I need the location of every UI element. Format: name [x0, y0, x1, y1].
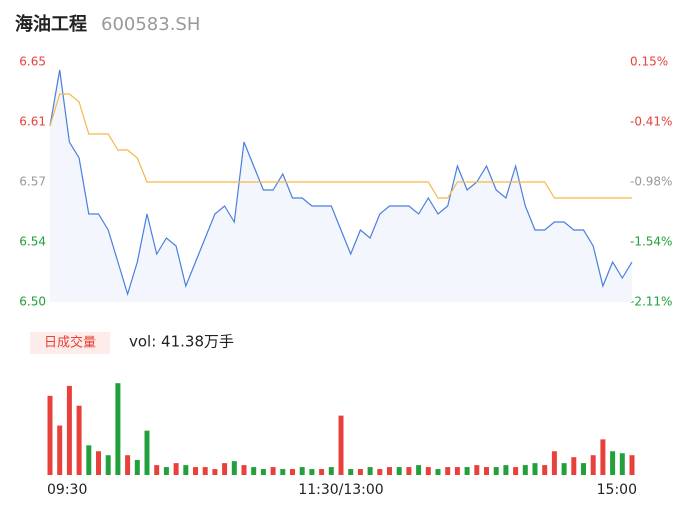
volume-bar: [348, 469, 354, 475]
volume-bar: [338, 415, 344, 475]
volume-bar: [280, 469, 286, 475]
volume-bar: [115, 383, 121, 475]
volume-bar: [231, 461, 237, 475]
volume-bar: [600, 439, 606, 475]
x-tick-label: 15:00: [597, 482, 637, 498]
y2-tick-label: -0.41%: [630, 115, 672, 129]
y2-tick-label: -0.98%: [630, 175, 672, 189]
volume-bar: [144, 430, 150, 475]
y-tick-label: 6.65: [19, 55, 46, 69]
volume-bar: [387, 467, 392, 475]
volume-bar: [154, 465, 160, 475]
volume-bar: [445, 467, 451, 475]
volume-bar: [571, 457, 577, 475]
volume-bar: [319, 469, 325, 475]
y2-tick-label: -1.54%: [630, 235, 672, 249]
volume-bar: [396, 467, 402, 475]
volume-bar: [125, 455, 131, 475]
volume-bar: [163, 467, 169, 475]
y2-tick-label: -2.11%: [630, 295, 672, 309]
volume-bar: [290, 469, 295, 475]
volume-bar: [251, 467, 257, 475]
volume-summary: vol: 41.38万手: [129, 333, 234, 351]
volume-bar: [425, 467, 431, 475]
y-tick-label: 6.57: [19, 175, 46, 189]
volume-bar: [212, 469, 218, 475]
y-tick-label: 6.50: [19, 295, 46, 309]
volume-bar: [76, 405, 82, 475]
volume-bar: [513, 467, 519, 475]
x-tick-label: 11:30/13:00: [298, 482, 383, 498]
volume-bar: [260, 469, 266, 475]
volume-bar: [464, 467, 470, 475]
volume-bar: [134, 459, 140, 475]
volume-bar: [561, 463, 567, 475]
volume-bar: [435, 469, 441, 475]
volume-bar: [183, 465, 189, 475]
volume-bar: [222, 463, 228, 475]
line: [49, 69, 633, 297]
volume-bar: [503, 465, 509, 475]
volume-bar: [66, 385, 72, 475]
x-tick-label: 09:30: [47, 482, 87, 498]
volume-bar: [416, 465, 422, 475]
volume-bar: [357, 469, 363, 475]
volume-bar: [328, 467, 334, 475]
volume-bar: [619, 453, 625, 475]
volume-bar: [532, 463, 538, 475]
volume-bar: [581, 463, 586, 475]
volume-bar: [86, 445, 92, 475]
y-tick-label: 6.54: [19, 235, 46, 249]
volume-bar: [57, 425, 63, 475]
volume-bar: [241, 465, 247, 475]
volume-bar: [493, 467, 499, 475]
volume-bar: [105, 455, 111, 475]
volume-bar: [454, 467, 460, 475]
volume-bar: [610, 451, 616, 475]
volume-bar: [193, 467, 198, 475]
volume-bar: [542, 465, 548, 475]
volume-bar: [173, 463, 179, 475]
volume-bar: [299, 467, 305, 475]
volume-bar: [484, 467, 489, 475]
volume-bar: [47, 395, 53, 475]
y-tick-label: 6.61: [19, 115, 46, 129]
volume-bar: [406, 467, 412, 475]
volume-bar: [474, 465, 480, 475]
volume-bar: [522, 465, 528, 475]
stock-name: 海油工程: [15, 13, 87, 35]
stock-code: 600583.SH: [101, 14, 200, 35]
badge: [30, 332, 110, 354]
volume-bar: [309, 469, 315, 475]
volume-bar: [629, 455, 635, 475]
volume-bar: [377, 469, 383, 475]
line: [49, 93, 632, 199]
price-area: [50, 70, 632, 302]
volume-bar: [270, 467, 276, 475]
volume-bar: [202, 467, 208, 475]
volume-bar: [96, 451, 101, 475]
volume-bar: [367, 467, 373, 475]
volume-bar: [551, 451, 557, 475]
y2-tick-label: 0.15%: [630, 55, 668, 69]
volume-label: 日成交量: [44, 335, 96, 351]
volume-bar: [590, 455, 596, 475]
